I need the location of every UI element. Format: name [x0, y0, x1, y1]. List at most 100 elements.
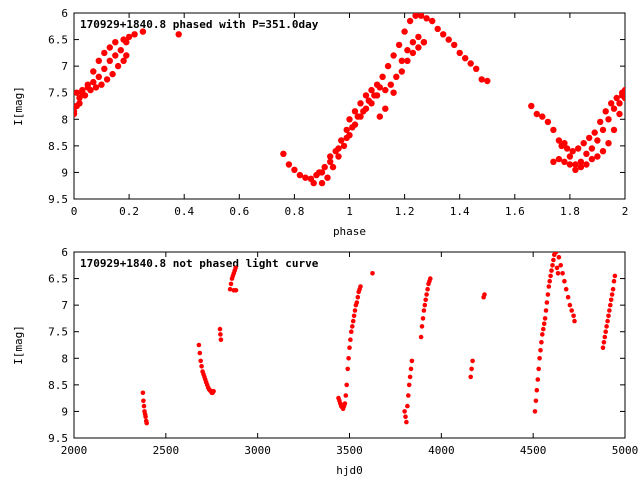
unphased-data-point — [563, 286, 569, 292]
phased-data-point — [434, 25, 441, 33]
unphased-data-point — [535, 377, 541, 382]
phased-data-point — [296, 171, 304, 179]
unphased-data-point — [533, 398, 539, 404]
phased-data-point — [382, 105, 389, 112]
phased-data-point — [76, 94, 83, 102]
phased-data-point — [569, 148, 576, 155]
phased-data-point — [398, 68, 405, 75]
unphased-y-tick-label: 8.5 — [48, 379, 68, 392]
unphased-data-point — [405, 403, 410, 409]
phased-data-point — [87, 86, 94, 94]
unphased-data-point — [553, 252, 559, 255]
phased-data-point — [387, 81, 394, 88]
phased-data-point — [139, 28, 147, 35]
unphased-data-point — [423, 297, 429, 303]
phased-data-point — [533, 110, 540, 118]
unphased-data-point — [144, 420, 149, 426]
unphased-data-point — [611, 278, 617, 284]
phased-data-point — [423, 15, 430, 22]
phased-data-point — [406, 17, 414, 25]
phased-data-point — [395, 41, 403, 49]
phased-data-point — [109, 70, 116, 78]
phased-data-point — [285, 161, 293, 168]
phased-data-point — [580, 140, 587, 147]
phased-data-point — [302, 174, 309, 181]
phased-data-point — [528, 102, 535, 110]
phased-x-tick-label: 1 — [346, 205, 353, 218]
unphased-data-point — [402, 409, 407, 414]
phased-data-point — [608, 100, 615, 107]
unphased-data-point — [352, 308, 358, 313]
phased-data-point — [103, 76, 111, 83]
phased-y-axis-label: I[mag] — [12, 86, 25, 126]
phased-data-point — [123, 52, 130, 59]
phased-chart-title: 170929+1840.8 phased with P=351.0day — [80, 18, 319, 31]
phased-data-point — [409, 49, 417, 57]
phased-data-points — [74, 13, 625, 187]
unphased-data-point — [351, 313, 357, 319]
unphased-x-tick-label: 2500 — [153, 444, 180, 457]
phased-data-point — [550, 126, 557, 134]
unphased-data-point — [470, 358, 475, 364]
unphased-y-tick-label: 9 — [61, 405, 68, 418]
phased-data-point — [131, 31, 138, 38]
unphased-data-point — [606, 313, 611, 319]
phased-data-point — [362, 92, 370, 99]
unphased-data-point — [350, 324, 355, 329]
phased-data-point — [621, 86, 625, 94]
phased-data-point — [393, 73, 400, 81]
phased-data-point — [555, 155, 563, 163]
phased-data-point — [456, 49, 463, 57]
phased-data-point — [583, 150, 590, 157]
unphased-y-tick-label: 7 — [61, 299, 68, 312]
phased-data-point — [561, 140, 568, 147]
unphased-data-point — [545, 292, 551, 297]
unphased-data-point — [603, 329, 608, 335]
unphased-data-point — [425, 286, 430, 292]
unphased-data-point — [347, 345, 352, 351]
phased-data-point — [90, 78, 97, 86]
phased-data-point — [376, 84, 383, 91]
unphased-x-axis-label: hjd0 — [336, 464, 363, 477]
phased-y-tick-label: 6 — [61, 7, 68, 20]
phased-data-point — [349, 124, 356, 131]
phased-data-point — [351, 108, 359, 115]
unphased-data-point — [218, 337, 224, 343]
unphased-data-point — [608, 297, 614, 303]
unphased-x-tick-label: 5000 — [612, 444, 639, 457]
unphased-data-point — [358, 284, 363, 289]
phased-data-point — [451, 41, 458, 49]
phased-data-point — [575, 145, 582, 152]
phased-y-tick-label: 7 — [61, 60, 68, 73]
unphased-data-point — [541, 326, 546, 332]
phased-data-point — [566, 161, 574, 168]
phased-data-point — [84, 81, 92, 88]
phased-data-point — [616, 100, 623, 107]
phased-data-point — [120, 36, 127, 43]
phased-data-point — [327, 158, 334, 165]
phased-data-point — [335, 145, 342, 152]
phased-data-point — [599, 148, 607, 155]
unphased-y-tick-label: 7.5 — [48, 326, 68, 339]
phased-light-curve-panel: 0 0.2 0.4 0.6 0.8 1 1.2 1.4 1.6 1.8 2 6 6.5 7 7.5 8 8.5 9… — [12, 7, 628, 238]
phased-data-point — [112, 52, 119, 59]
unphased-data-point — [421, 308, 427, 313]
unphased-y-tick-label: 9.5 — [48, 432, 68, 445]
phased-data-point — [591, 129, 598, 136]
phased-data-point — [120, 57, 127, 64]
phased-data-point — [599, 126, 607, 134]
unphased-data-point — [605, 318, 610, 324]
phased-data-point — [74, 108, 78, 115]
unphased-data-point — [342, 401, 348, 406]
phased-data-point — [594, 153, 601, 160]
phased-data-point — [81, 92, 89, 99]
phased-data-point — [390, 52, 397, 59]
phased-x-tick-label: 0.4 — [174, 205, 194, 218]
phased-data-point — [101, 65, 108, 73]
unphased-data-point — [407, 374, 413, 380]
phased-data-point — [577, 158, 585, 165]
unphased-data-point — [140, 390, 146, 396]
phased-data-point — [357, 100, 364, 107]
phased-data-point — [588, 145, 596, 152]
phased-data-point — [321, 163, 328, 171]
